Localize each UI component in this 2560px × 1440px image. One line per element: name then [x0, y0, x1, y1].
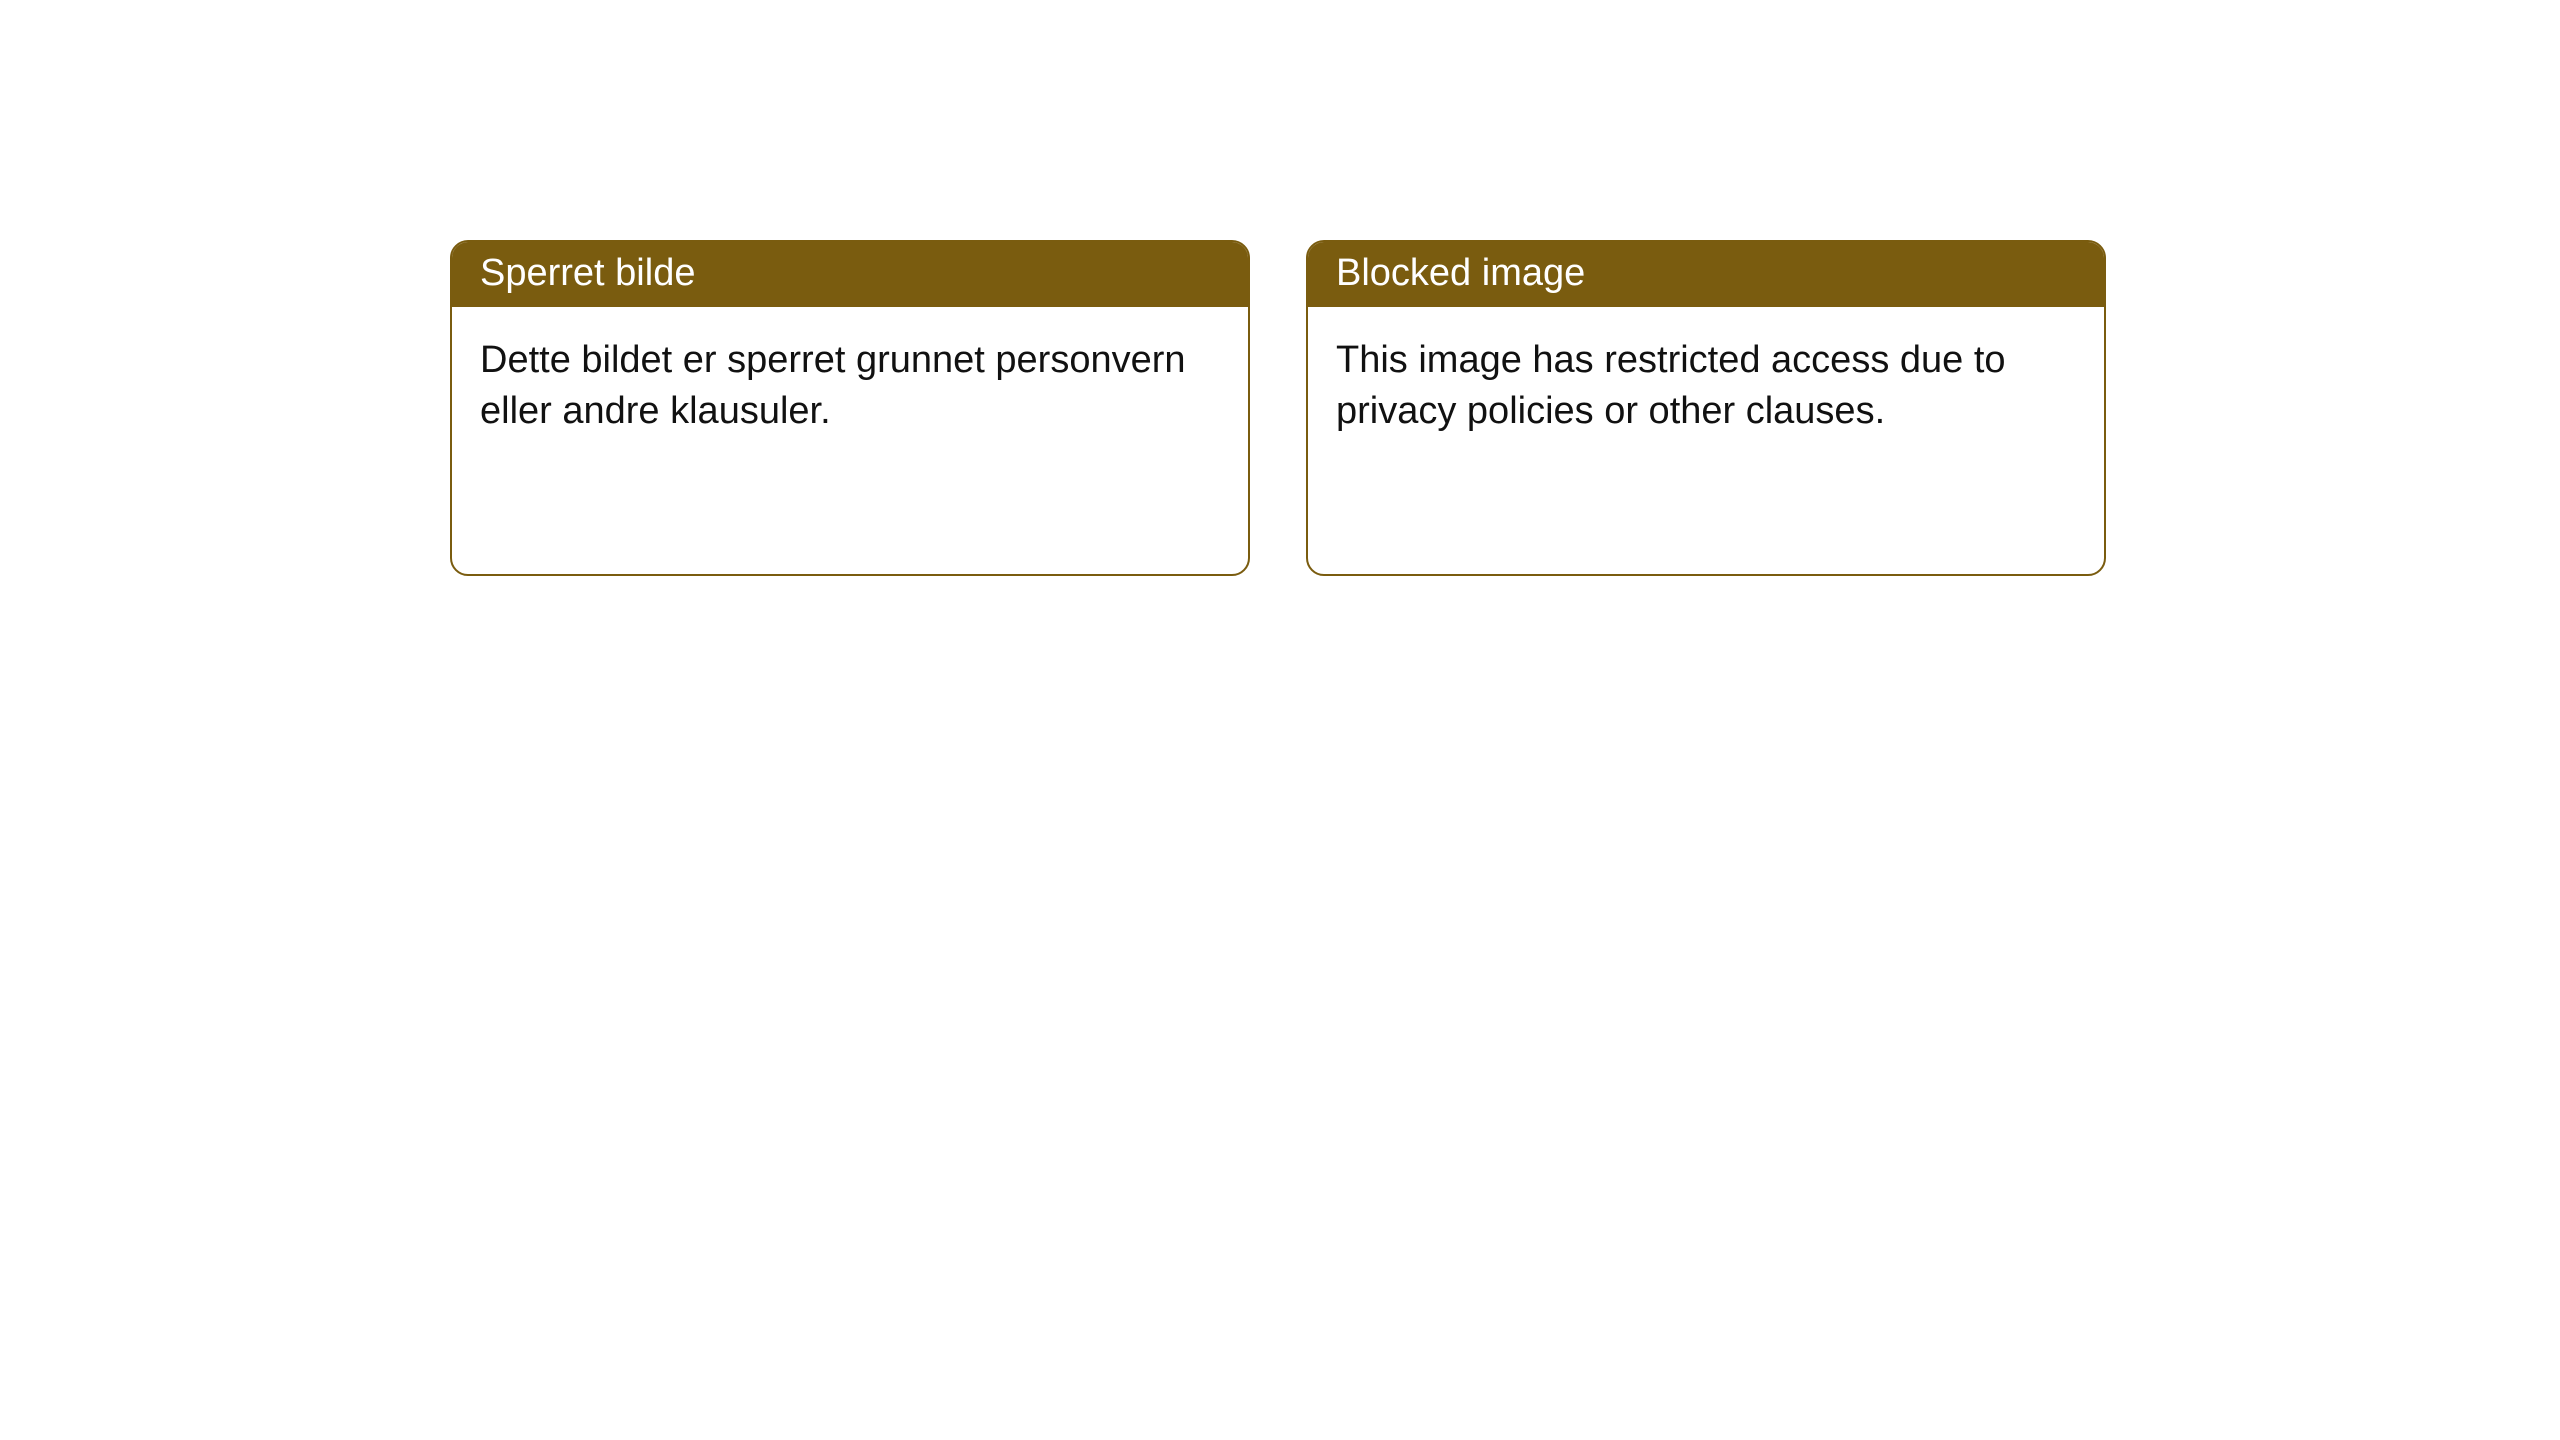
- notice-card-norwegian: Sperret bilde Dette bildet er sperret gr…: [450, 240, 1250, 576]
- notice-header-norwegian: Sperret bilde: [452, 242, 1248, 307]
- notice-title-english: Blocked image: [1336, 252, 1585, 294]
- notice-container: Sperret bilde Dette bildet er sperret gr…: [450, 240, 2560, 576]
- notice-title-norwegian: Sperret bilde: [480, 252, 695, 294]
- notice-body-english: This image has restricted access due to …: [1308, 307, 2104, 466]
- notice-body-norwegian: Dette bildet er sperret grunnet personve…: [452, 307, 1248, 466]
- notice-body-text-english: This image has restricted access due to …: [1336, 339, 2006, 432]
- notice-card-english: Blocked image This image has restricted …: [1306, 240, 2106, 576]
- notice-header-english: Blocked image: [1308, 242, 2104, 307]
- notice-body-text-norwegian: Dette bildet er sperret grunnet personve…: [480, 339, 1186, 432]
